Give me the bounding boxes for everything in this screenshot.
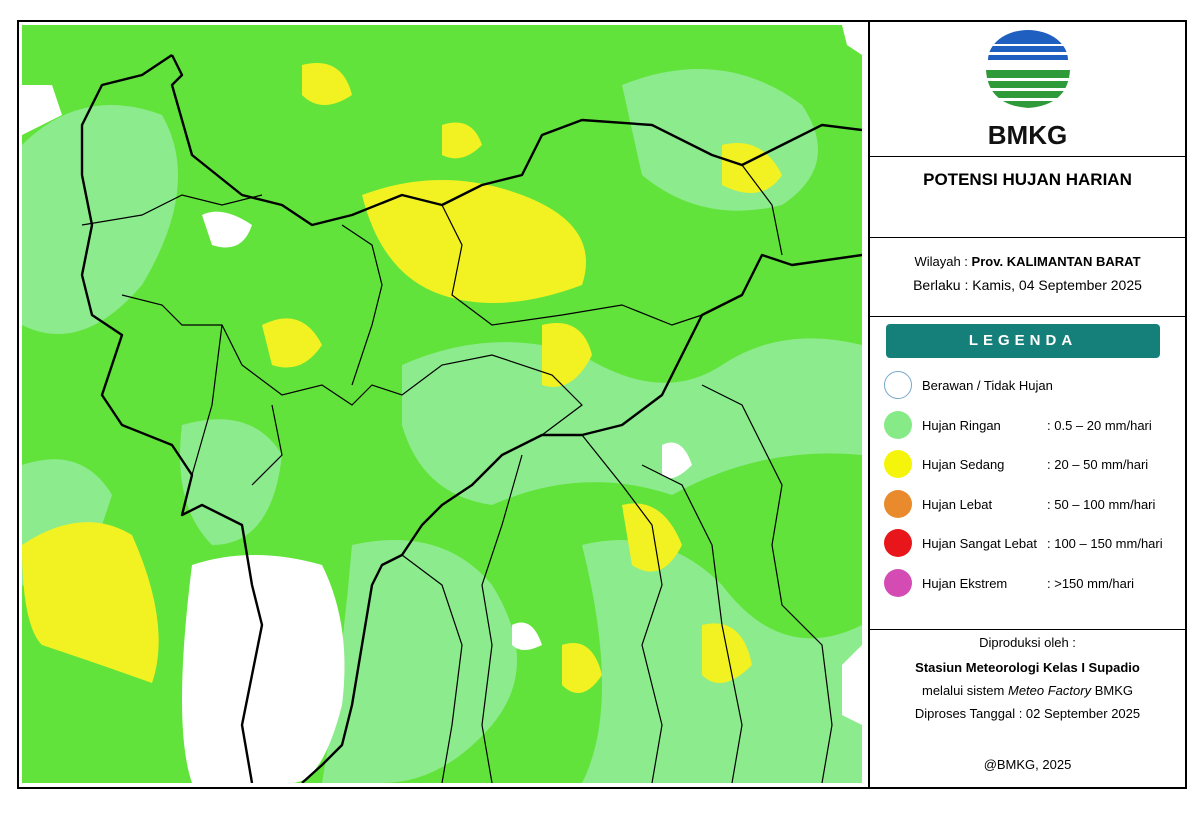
system-name: Meteo Factory [1007, 683, 1092, 698]
legend-swatch [884, 529, 912, 557]
legend-range: : 0.5 – 20 mm/hari [1047, 417, 1152, 433]
legend-item: Hujan Lebat : 50 – 100 mm/hari [884, 489, 1184, 520]
rain-map [22, 25, 862, 783]
legend-swatch [884, 568, 912, 597]
legend-item: Hujan Ekstrem : >150 mm/hari [884, 568, 1184, 599]
legend-label: Hujan Sedang [922, 457, 1005, 472]
title-section: POTENSI HUJAN HARIAN [870, 157, 1185, 238]
info-panel: BMKG POTENSI HUJAN HARIAN Wilayah : Prov… [868, 20, 1185, 787]
legend-swatch [884, 489, 912, 518]
legend-range: : 20 – 50 mm/hari [1047, 457, 1149, 472]
region: Prov. KALIMANTAN BARAT [971, 254, 1141, 269]
station: Stasiun Meteorologi Kelas I Supadio [915, 660, 1140, 675]
region-line: Wilayah : Prov. KALIMANTAN BARAT [870, 254, 1185, 269]
legend-label: Hujan Ekstrem [922, 575, 1008, 591]
legend-item: Hujan Sedang : 20 – 50 mm/hari [884, 450, 1184, 480]
system-prefix: melalui sistem [922, 683, 1005, 698]
copyright: @BMKG, 2025 [983, 757, 1072, 772]
logo-section: BMKG [870, 20, 1185, 157]
producer-section: Diproduksi oleh : Stasiun Meteorologi Ke… [870, 632, 1185, 772]
legend-swatch [884, 371, 912, 399]
valid-line: Berlaku : Kamis, 04 September 2025 [870, 277, 1185, 293]
valid-label: Berlaku : [913, 277, 969, 293]
logo-text: BMKG [987, 120, 1068, 150]
legend-title: LEGENDA [886, 324, 1160, 358]
region-label: Wilayah : [914, 254, 968, 269]
map-title: POTENSI HUJAN HARIAN [923, 170, 1132, 189]
info-section: Wilayah : Prov. KALIMANTAN BARAT Berlaku… [870, 238, 1185, 317]
legend-swatch [884, 410, 912, 439]
legend-item: Hujan Sangat Lebat : 100 – 150 mm/hari [884, 529, 1184, 559]
legend-section: LEGENDA Berawan / Tidak Hujan Hujan Ringa… [870, 317, 1185, 630]
system-suffix: BMKG [1094, 683, 1133, 698]
legend-item: Hujan Ringan : 0.5 – 20 mm/hari [884, 410, 1184, 441]
legend-item: Berawan / Tidak Hujan [884, 371, 1184, 401]
processed-date: Diproses Tanggal : 02 September 2025 [914, 706, 1141, 721]
producer-intro: Diproduksi oleh : [979, 635, 1076, 650]
legend-swatch [884, 450, 912, 478]
valid-date: Kamis, 04 September 2025 [972, 277, 1142, 293]
legend-label: Hujan Sangat Lebat [922, 536, 1037, 551]
legend-range: : 50 – 100 mm/hari [1047, 496, 1156, 512]
legend-label: Hujan Lebat [922, 496, 993, 512]
legend-label: Berawan / Tidak Hujan [922, 378, 1053, 393]
legend-range: : >150 mm/hari [1047, 575, 1135, 591]
legend-range: : 100 – 150 mm/hari [1047, 536, 1163, 551]
legend-label: Hujan Ringan [922, 417, 1001, 433]
logo-icon [986, 30, 1070, 108]
system-line: melalui sistem Meteo Factory BMKG [870, 683, 1185, 698]
frame [17, 20, 1187, 789]
